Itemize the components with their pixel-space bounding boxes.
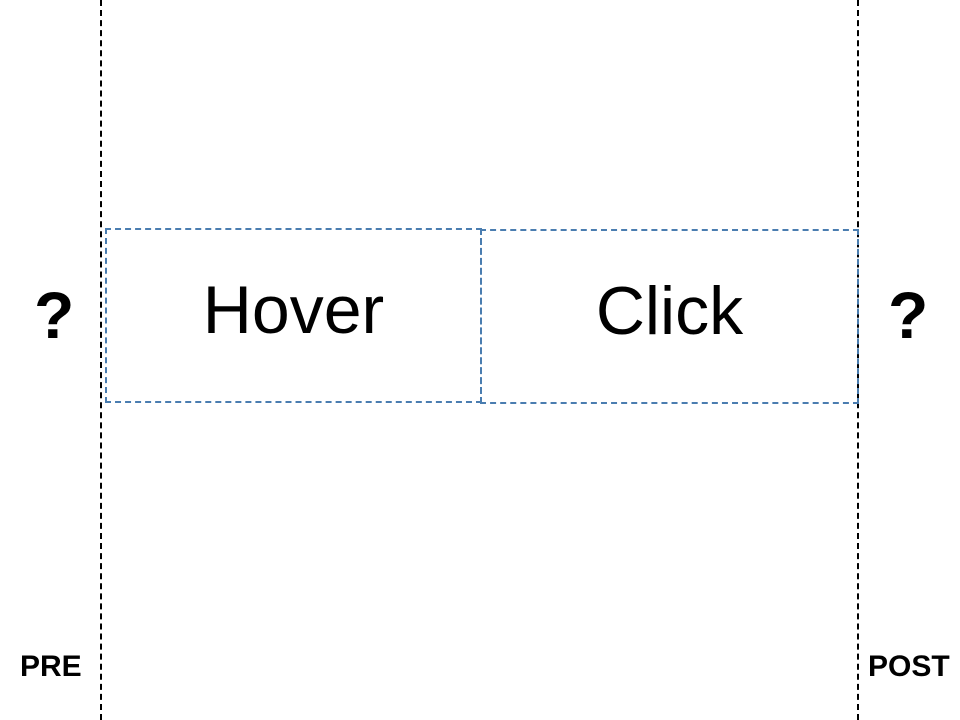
post-phase-label: POST: [868, 650, 950, 683]
click-step-label: Click: [595, 272, 744, 349]
hover-step-label: Hover: [202, 271, 385, 348]
pre-boundary-line: [100, 0, 102, 720]
pre-unknown-mark: ?: [34, 278, 75, 352]
post-unknown-mark: ?: [888, 278, 929, 352]
hover-step-box: Hover: [105, 228, 482, 403]
click-step-box: Click: [480, 229, 859, 404]
pre-phase-label: PRE: [20, 650, 82, 683]
